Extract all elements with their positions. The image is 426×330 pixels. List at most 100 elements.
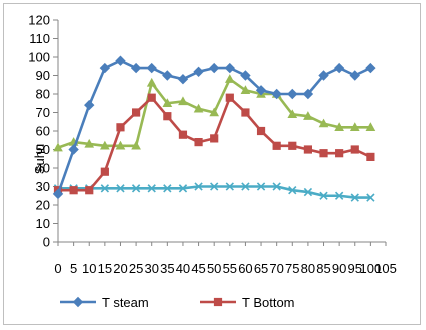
data-point-series-3: [303, 111, 313, 120]
data-point-t-steam: [84, 99, 95, 111]
data-point-series-4: [225, 182, 234, 191]
data-point-t-steam: [193, 66, 204, 78]
data-point-t-bottom: [272, 141, 281, 150]
data-point-series-4: [272, 182, 281, 191]
x-marker-stroke: [303, 187, 313, 197]
series-t-bottom: [53, 93, 375, 195]
data-point-t-bottom: [241, 108, 250, 117]
x-marker-stroke: [288, 186, 297, 195]
data-point-t-steam: [177, 73, 189, 85]
chart-frame: [3, 3, 421, 325]
series-series-4: [53, 182, 375, 202]
x-tick-label: 90: [332, 261, 346, 276]
data-point-series-3: [224, 74, 235, 83]
data-point-series-3: [84, 138, 95, 148]
data-point-t-steam: [271, 88, 282, 100]
y-tick-label: 40: [36, 161, 50, 176]
data-point-t-bottom: [350, 145, 359, 154]
y-tick-label: 60: [36, 124, 50, 139]
y-tick-label: 10: [36, 216, 50, 231]
legend-item-t-steam: T steam: [60, 295, 149, 310]
x-tick-label: 80: [301, 261, 315, 276]
data-point-series-3: [365, 122, 376, 131]
data-point-t-bottom: [256, 126, 266, 136]
data-point-t-steam: [255, 85, 267, 96]
data-point-t-bottom: [131, 108, 141, 117]
x-tick-label: 45: [191, 261, 205, 276]
y-tick-label: 90: [36, 68, 50, 83]
x-tick-label: 20: [113, 261, 127, 276]
data-point-series-3: [100, 140, 110, 150]
legend: T steam T Bottom: [60, 295, 295, 310]
x-tick-label: 95: [348, 261, 362, 276]
data-point-series-4: [100, 184, 110, 193]
data-point-t-steam: [365, 62, 376, 74]
data-point-series-3: [209, 107, 220, 117]
data-point-t-steam: [224, 62, 236, 74]
data-point-series-4: [147, 184, 156, 193]
x-marker-stroke: [163, 184, 172, 193]
data-point-t-bottom: [116, 123, 125, 132]
y-tick-label: 50: [36, 142, 50, 157]
data-point-series-4: [303, 187, 313, 197]
data-point-t-bottom: [335, 149, 344, 158]
data-point-series-4: [116, 184, 125, 193]
x-marker-stroke: [350, 193, 359, 202]
y-tick-label: 0: [43, 235, 50, 250]
x-marker-stroke: [210, 182, 219, 191]
data-point-t-bottom: [303, 145, 313, 154]
data-point-t-steam: [68, 144, 79, 155]
x-marker-stroke: [147, 184, 156, 193]
series-layer: [52, 55, 376, 202]
data-point-t-bottom: [366, 152, 375, 162]
x-marker-stroke: [178, 184, 188, 193]
data-point-series-3: [318, 118, 329, 128]
x-tick-label: 60: [238, 261, 252, 276]
data-point-t-steam: [115, 55, 126, 66]
data-point-series-4: [350, 193, 359, 202]
x-tick-label: 75: [285, 261, 299, 276]
data-point-t-steam: [333, 62, 345, 74]
data-point-t-bottom: [178, 130, 188, 139]
data-point-series-3: [193, 103, 204, 113]
data-point-series-4: [131, 184, 141, 193]
x-marker-stroke: [256, 182, 266, 191]
y-tick-label: 120: [28, 13, 50, 28]
y-axis-title: Suhu: [32, 144, 47, 174]
series-t-steam: [52, 55, 376, 200]
data-point-t-steam: [240, 70, 251, 81]
x-tick-label: 25: [129, 261, 143, 276]
y-tick-label: 100: [28, 50, 50, 65]
data-point-t-bottom: [147, 93, 156, 102]
y-tick-label: 110: [29, 31, 50, 46]
data-point-series-4: [210, 182, 219, 191]
data-point-series-4: [366, 193, 375, 202]
legend-item-t-bottom: T Bottom: [200, 295, 295, 310]
data-point-series-4: [256, 182, 266, 191]
data-point-series-4: [241, 182, 250, 191]
data-point-series-4: [194, 182, 203, 191]
x-marker-stroke: [366, 193, 375, 202]
x-tick-label: 70: [269, 261, 283, 276]
data-point-series-3: [131, 140, 141, 150]
data-point-series-3: [178, 96, 188, 106]
data-point-t-bottom: [85, 186, 94, 195]
data-point-t-bottom: [210, 134, 219, 143]
x-tick-label: 10: [82, 261, 96, 276]
data-point-t-bottom: [225, 93, 234, 102]
y-axis-title-layer: Suhu: [32, 144, 47, 174]
legend-swatch-marker: [72, 296, 84, 308]
data-point-t-steam: [130, 62, 142, 74]
x-tick-label: 40: [176, 261, 190, 276]
data-point-t-steam: [52, 188, 64, 200]
data-point-t-bottom: [319, 149, 328, 158]
data-point-t-bottom: [69, 186, 78, 195]
y-tick-label: 80: [36, 87, 50, 102]
x-tick-label: 65: [254, 261, 268, 276]
data-point-series-3: [162, 98, 173, 107]
data-point-series-4: [178, 184, 188, 193]
x-marker-stroke: [241, 182, 250, 191]
x-tick-label: 105: [375, 261, 397, 276]
